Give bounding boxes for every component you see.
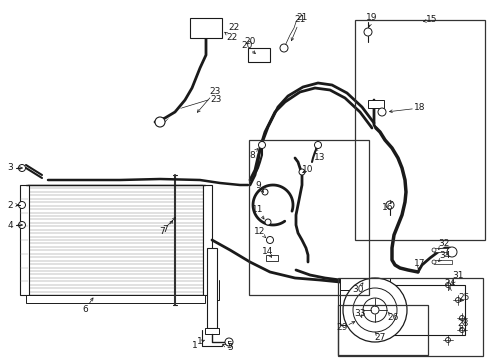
Bar <box>206 248 217 328</box>
Text: 14: 14 <box>262 248 273 256</box>
Text: 7: 7 <box>162 225 167 234</box>
Text: 18: 18 <box>413 104 425 112</box>
Text: 10: 10 <box>302 166 313 175</box>
Circle shape <box>446 247 456 257</box>
Text: 23: 23 <box>209 87 220 96</box>
Circle shape <box>459 328 464 333</box>
Text: 6: 6 <box>82 306 88 315</box>
Text: 3: 3 <box>7 163 13 172</box>
Circle shape <box>266 237 273 243</box>
Circle shape <box>363 28 371 36</box>
Circle shape <box>377 108 385 116</box>
Text: 30: 30 <box>351 285 363 294</box>
Circle shape <box>431 248 435 252</box>
Text: 2: 2 <box>7 201 13 210</box>
Bar <box>28 185 203 295</box>
Text: 20: 20 <box>241 41 252 50</box>
Circle shape <box>342 278 406 342</box>
Bar <box>247 48 269 62</box>
Circle shape <box>362 298 386 322</box>
Circle shape <box>385 201 393 209</box>
Text: 22: 22 <box>226 33 237 42</box>
Text: 7: 7 <box>159 228 164 237</box>
Text: 23: 23 <box>209 95 221 104</box>
Text: 21: 21 <box>294 15 305 24</box>
Text: 13: 13 <box>314 153 325 162</box>
Bar <box>339 278 389 290</box>
Circle shape <box>19 221 25 229</box>
Text: 11: 11 <box>252 206 263 215</box>
Circle shape <box>445 283 449 288</box>
Bar <box>265 255 278 261</box>
Text: 21: 21 <box>295 13 307 22</box>
Bar <box>339 290 349 325</box>
Bar <box>248 140 368 295</box>
Bar <box>203 185 212 295</box>
Bar <box>337 278 482 356</box>
Circle shape <box>262 189 267 195</box>
Text: 31: 31 <box>451 271 463 280</box>
Text: 20: 20 <box>244 37 255 46</box>
Text: 28: 28 <box>456 319 468 328</box>
Text: 1: 1 <box>197 338 203 346</box>
Text: 27: 27 <box>373 333 385 342</box>
Circle shape <box>431 260 435 264</box>
Circle shape <box>264 219 270 225</box>
Text: 19: 19 <box>366 13 377 22</box>
Bar <box>190 18 222 38</box>
Text: 24: 24 <box>444 279 455 288</box>
Circle shape <box>370 306 378 314</box>
Circle shape <box>258 141 265 148</box>
Text: 4: 4 <box>7 220 13 230</box>
Bar <box>20 185 29 295</box>
Text: 32: 32 <box>437 238 449 248</box>
Text: 8: 8 <box>248 150 254 159</box>
Bar <box>26 295 204 303</box>
Text: 1: 1 <box>192 342 198 351</box>
Bar <box>337 305 427 355</box>
Circle shape <box>155 117 164 127</box>
Bar <box>433 260 451 264</box>
Text: 34: 34 <box>438 251 450 260</box>
Circle shape <box>298 169 305 175</box>
Circle shape <box>19 202 25 208</box>
Bar <box>204 328 219 334</box>
Text: 25: 25 <box>457 293 469 302</box>
Text: 29: 29 <box>336 324 347 333</box>
Text: 16: 16 <box>382 203 393 212</box>
Circle shape <box>459 315 464 320</box>
Circle shape <box>280 44 287 52</box>
Text: 22: 22 <box>227 22 239 31</box>
Text: 12: 12 <box>254 228 265 237</box>
Text: 26: 26 <box>386 314 398 323</box>
Circle shape <box>445 338 449 342</box>
Circle shape <box>224 338 232 346</box>
Circle shape <box>454 297 460 302</box>
Text: 5: 5 <box>225 342 231 351</box>
Text: 9: 9 <box>255 180 260 189</box>
Text: 5: 5 <box>226 343 232 352</box>
Circle shape <box>314 141 321 148</box>
Bar <box>374 285 464 335</box>
Text: 15: 15 <box>426 15 437 24</box>
Bar <box>354 20 484 240</box>
Circle shape <box>19 165 25 171</box>
Bar <box>433 248 451 252</box>
Text: 33: 33 <box>353 309 365 318</box>
Circle shape <box>352 288 396 332</box>
Bar <box>367 100 383 108</box>
Text: 17: 17 <box>413 258 425 267</box>
